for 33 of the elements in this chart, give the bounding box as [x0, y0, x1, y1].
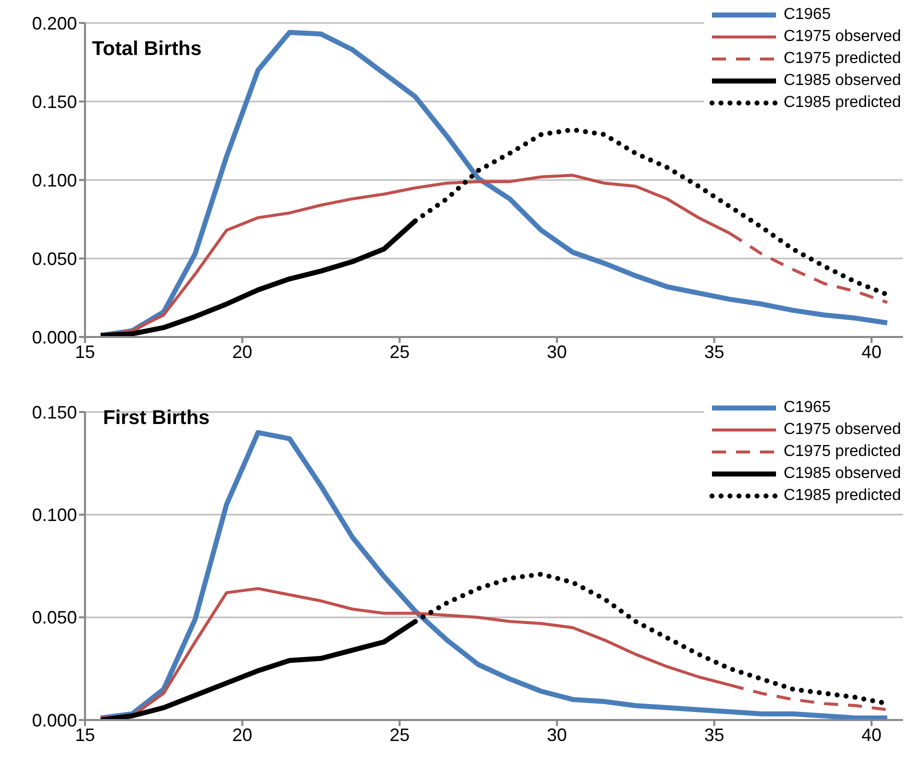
x-tick-label: 25	[390, 342, 410, 362]
x-tick-label: 40	[862, 342, 882, 362]
x-tick-label: 35	[704, 724, 724, 745]
legend-label: C1975 observed	[784, 28, 901, 46]
legend-label: C1985 observed	[784, 465, 901, 483]
y-tick-label: 0.000	[32, 710, 77, 730]
y-tick-label: 0.150	[32, 92, 77, 112]
y-tick-label: 0.050	[32, 248, 77, 269]
text: Total Births	[92, 38, 202, 61]
legend-label: C1985 predicted	[784, 487, 901, 505]
legend-label: C1985 predicted	[784, 94, 901, 112]
x-tick-label: 30	[546, 342, 567, 362]
y-tick-label: 0.150	[32, 402, 77, 422]
y-tick-label: 0.100	[32, 505, 77, 526]
y-tick-label: 0.050	[32, 608, 77, 628]
chart-title: First Births	[103, 407, 210, 430]
x-tick-label: 15	[74, 724, 96, 745]
y-tick-label: 0.100	[32, 170, 77, 190]
x-tick-label: 35	[704, 342, 724, 362]
legend-label: C1975 observed	[784, 421, 901, 439]
x-tick-label: 40	[862, 724, 882, 745]
x-tick-label: 15	[74, 342, 96, 362]
legend-label: C1975 predicted	[784, 50, 901, 68]
x-tick-label: 25	[390, 724, 410, 745]
x-tick-label: 30	[546, 724, 567, 745]
legend-label: C1975 predicted	[784, 443, 901, 461]
legend-label: C1965	[784, 6, 831, 24]
legend-label: C1985 observed	[784, 72, 901, 90]
legend-label: C1965	[784, 399, 831, 417]
y-tick-label: 0.200	[32, 13, 77, 34]
y-tick-label: 0.000	[32, 327, 77, 348]
x-tick-label: 20	[232, 342, 252, 362]
x-tick-label: 20	[232, 724, 252, 745]
